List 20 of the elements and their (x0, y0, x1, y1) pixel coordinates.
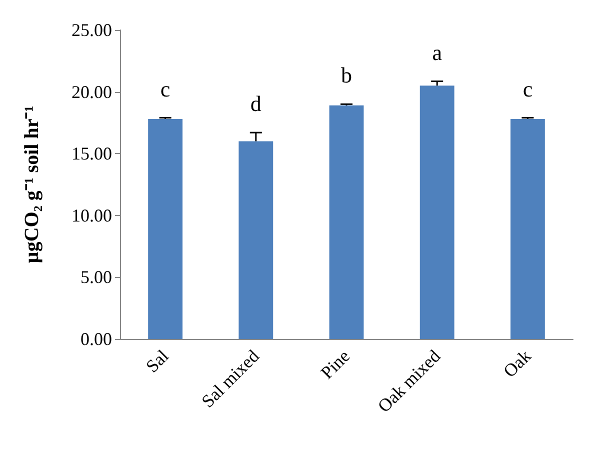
bar (238, 141, 274, 339)
x-tick-label: Sal (142, 346, 172, 376)
y-tick-label: 20.00 (72, 82, 112, 102)
x-tick-label: Oak (499, 346, 535, 382)
y-tick-label: 15.00 (72, 144, 112, 164)
y-tick-label: 25.00 (72, 20, 112, 40)
bar (148, 118, 183, 339)
annotation: d (250, 91, 262, 116)
bar (420, 86, 454, 339)
bar (510, 118, 545, 339)
annotation: b (341, 62, 352, 88)
annotation: c (522, 76, 533, 102)
annotation: c (160, 76, 170, 102)
x-tick-label: Pine (316, 346, 354, 383)
y-tick-label: 10.00 (72, 205, 112, 226)
bar (329, 105, 364, 339)
y-axis-title: µgCO₂ g⁻¹ soil hr⁻¹ (21, 106, 43, 264)
annotation: a (432, 40, 442, 65)
y-tick-label: 0.00 (80, 329, 112, 349)
y-tick-label: 5.00 (80, 267, 112, 288)
